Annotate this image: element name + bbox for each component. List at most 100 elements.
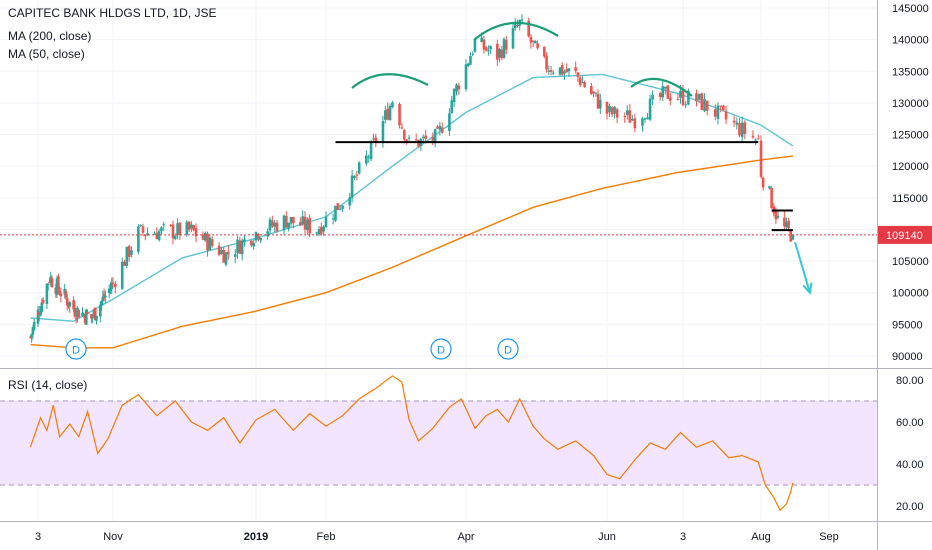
candle-body <box>457 85 461 90</box>
candle-body <box>583 82 586 87</box>
candle-body <box>623 115 627 117</box>
candle-body <box>120 261 124 289</box>
candle-body <box>292 216 295 224</box>
candle-body <box>608 105 611 113</box>
candle-body <box>669 97 672 101</box>
candle-body <box>440 127 444 133</box>
candle-body <box>98 304 102 317</box>
candle-body <box>41 300 45 304</box>
candle-body <box>421 136 425 138</box>
candle-body <box>50 278 54 288</box>
candle-body <box>93 307 97 320</box>
candle-body <box>45 284 49 305</box>
candle-body <box>502 39 506 58</box>
candle-body <box>222 249 226 263</box>
candle-body <box>114 283 117 288</box>
candle-body <box>724 111 728 120</box>
candle-body <box>687 90 690 105</box>
candle-body <box>504 40 508 50</box>
dividend-marker-circle <box>65 338 87 360</box>
candle-body <box>431 137 435 141</box>
dividend-marker-label: D <box>504 345 512 357</box>
candle-body <box>716 105 720 119</box>
candle-body <box>348 197 352 206</box>
candle-body <box>162 224 166 226</box>
candle-body <box>306 219 309 231</box>
candle-body <box>681 89 685 105</box>
candle-body <box>574 67 577 72</box>
candle-body <box>631 118 634 121</box>
candle-body <box>633 118 637 129</box>
indicator-label-ma200: MA (200, close) <box>8 29 92 43</box>
rsi-label: RSI (14, close) <box>8 378 88 392</box>
price-tick-label: 140000 <box>892 35 929 47</box>
candle-body <box>414 139 418 141</box>
candle-body <box>735 122 739 125</box>
candle-body <box>275 222 279 232</box>
candle-body <box>774 211 778 220</box>
candle-body <box>789 230 793 242</box>
candle-body <box>661 86 665 98</box>
time-tick-label: Aug <box>751 531 771 543</box>
candle-body <box>257 233 260 240</box>
candle-body <box>107 288 111 294</box>
candle-body <box>31 327 35 335</box>
candle-body <box>563 71 566 74</box>
candle-body <box>287 222 290 229</box>
candle-body <box>590 86 593 94</box>
price-tick-label: 120000 <box>892 161 929 173</box>
price-tick-label: 90000 <box>892 351 923 363</box>
candle-body <box>466 63 470 67</box>
pattern-arc <box>473 21 559 41</box>
dividend-marker-label: D <box>437 345 445 357</box>
candle-body <box>285 215 288 228</box>
candle-body <box>206 233 209 251</box>
candle-body <box>82 314 86 316</box>
candle-body <box>141 226 145 233</box>
candle-body <box>719 105 722 107</box>
candle-body <box>74 318 78 320</box>
candle-body <box>558 67 562 75</box>
candle-body <box>341 205 344 209</box>
candle-body <box>315 232 318 234</box>
candle-body <box>759 140 763 177</box>
candle-body <box>190 224 193 229</box>
candle-body <box>405 139 408 141</box>
candle-body <box>549 70 553 72</box>
candle-body <box>334 205 337 221</box>
candle-body <box>320 226 323 234</box>
candle-body <box>273 222 276 227</box>
candle-body <box>374 137 378 143</box>
candle-body <box>95 315 98 321</box>
candle-body <box>381 121 385 144</box>
candle-body <box>785 222 788 228</box>
candle-body <box>271 220 274 227</box>
price-tag <box>878 225 932 244</box>
candle-body <box>178 222 182 236</box>
candle-body <box>403 129 406 140</box>
candle-body <box>770 187 773 209</box>
candle-body <box>254 232 258 241</box>
candle-body <box>208 237 212 250</box>
price-tick-label: 100000 <box>892 288 929 300</box>
candle-body <box>85 309 88 325</box>
candle-body <box>109 288 112 291</box>
candle-body <box>36 309 40 324</box>
candle-body <box>641 118 644 126</box>
rsi-tick-label: 40.00 <box>896 459 924 471</box>
candle-body <box>336 203 340 211</box>
candle-body <box>511 28 515 49</box>
candle-body <box>139 225 142 227</box>
candlesticks <box>29 14 795 343</box>
candle-body <box>438 125 442 130</box>
indicator-label-ma50: MA (50, close) <box>8 47 85 61</box>
candle-body <box>567 68 571 72</box>
candle-body <box>610 107 614 115</box>
candle-body <box>776 216 780 218</box>
time-tick-label: Feb <box>317 531 336 543</box>
candle-body <box>545 55 548 70</box>
candle-body <box>581 82 584 84</box>
candle-body <box>203 232 207 241</box>
candle-body <box>679 90 682 98</box>
